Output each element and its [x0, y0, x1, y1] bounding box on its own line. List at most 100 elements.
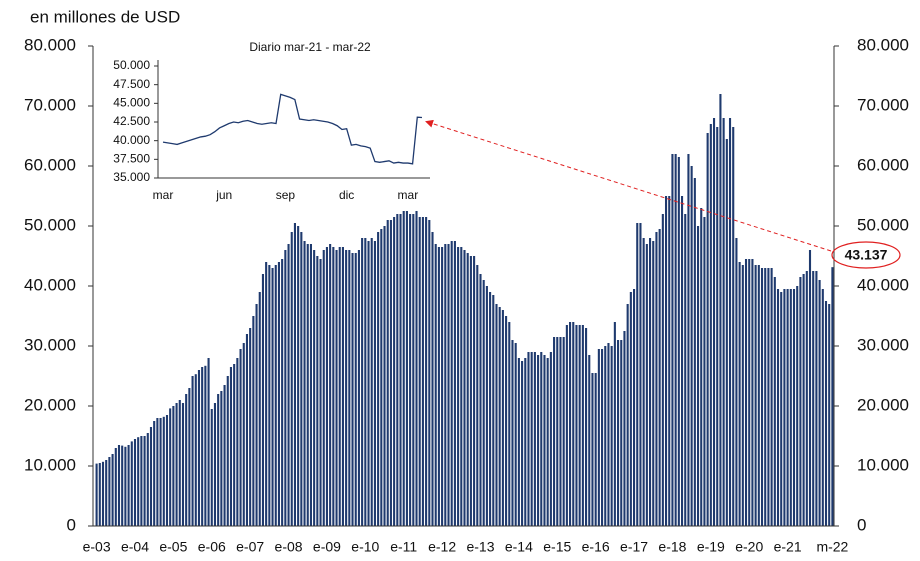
bar [114, 448, 117, 526]
bar [197, 370, 201, 526]
bar [511, 340, 514, 526]
bar [210, 409, 213, 526]
bar [348, 250, 351, 526]
bar [728, 118, 732, 526]
y-tick-label: 0 [67, 515, 76, 534]
bar [786, 289, 789, 526]
bar [671, 154, 674, 526]
y2-tick-label: 80.000 [857, 35, 909, 54]
x-tick-label: mar [398, 188, 419, 202]
bar [617, 340, 620, 526]
bar [322, 250, 325, 526]
y2-tick-label: 10.000 [857, 455, 909, 474]
bar [549, 352, 552, 526]
bar [255, 304, 258, 526]
bar [741, 265, 744, 526]
bar [319, 259, 322, 526]
bar [149, 427, 153, 526]
bar [364, 238, 367, 526]
bar [380, 229, 383, 526]
bar [396, 214, 399, 526]
bar [306, 244, 309, 526]
bar [354, 253, 357, 526]
bar [489, 292, 492, 526]
bar [457, 247, 460, 526]
bar [658, 229, 661, 526]
bar [178, 400, 181, 526]
bar [268, 265, 271, 526]
x-tick-label: e-06 [198, 539, 226, 555]
bar [140, 436, 143, 526]
bar [153, 421, 156, 526]
bar [242, 343, 245, 526]
bar [696, 226, 700, 526]
bar [351, 253, 354, 526]
bar [764, 268, 767, 526]
y-tick-label: 37.500 [113, 152, 150, 166]
inset-title: Diario mar-21 - mar-22 [249, 40, 371, 54]
bar [575, 325, 578, 526]
x-tick-label: e-12 [428, 539, 456, 555]
bar [517, 358, 520, 526]
bar [213, 403, 217, 526]
bar [789, 289, 792, 526]
x-tick-label: jun [215, 188, 232, 202]
bar [258, 292, 261, 526]
bar [418, 217, 421, 526]
bar [217, 394, 220, 526]
bar [441, 247, 444, 526]
bar [588, 355, 591, 526]
bar [233, 364, 236, 526]
bar [533, 352, 536, 526]
bar [482, 280, 485, 526]
bar [399, 214, 402, 526]
bar [437, 247, 440, 526]
bar [111, 454, 114, 526]
bar [108, 457, 111, 526]
y2-tick-label: 60.000 [857, 155, 909, 174]
bar [613, 322, 616, 526]
bar [562, 337, 565, 526]
bar [655, 232, 658, 526]
bar [175, 403, 178, 526]
bar [252, 316, 255, 526]
bar [370, 238, 373, 526]
x-tick-label: e-09 [313, 539, 341, 555]
bar [466, 253, 469, 526]
x-tick-label: e-18 [658, 539, 686, 555]
x-tick-label: e-19 [697, 539, 725, 555]
bar [767, 268, 770, 526]
x-tick-label: e-20 [735, 539, 763, 555]
bar [341, 247, 344, 526]
bar [623, 331, 626, 526]
bar [680, 196, 684, 526]
bar [802, 274, 805, 526]
x-tick-label: mar [153, 188, 174, 202]
bar [492, 295, 495, 526]
bar [581, 325, 584, 526]
y-tick-label: 10.000 [24, 455, 76, 474]
bar [799, 277, 802, 526]
x-tick-label: dic [339, 188, 354, 202]
x-tick-label: e-15 [543, 539, 571, 555]
bar [188, 388, 191, 526]
x-tick-label: m-22 [816, 539, 848, 555]
y2-tick-label: 20.000 [857, 395, 909, 414]
bar [725, 139, 728, 526]
bar [604, 346, 607, 526]
bar [332, 247, 335, 526]
bar [284, 250, 287, 526]
bar [808, 250, 812, 526]
bar [425, 217, 428, 526]
y-tick-label: 47.500 [113, 77, 150, 91]
bar [690, 166, 693, 526]
y-tick-label: 80.000 [24, 35, 76, 54]
bar [447, 244, 450, 526]
bar [677, 157, 680, 526]
bar [130, 441, 133, 526]
bar [290, 232, 293, 526]
bar [297, 226, 300, 526]
bar [716, 127, 719, 526]
bar [191, 376, 194, 526]
bar [530, 352, 533, 526]
